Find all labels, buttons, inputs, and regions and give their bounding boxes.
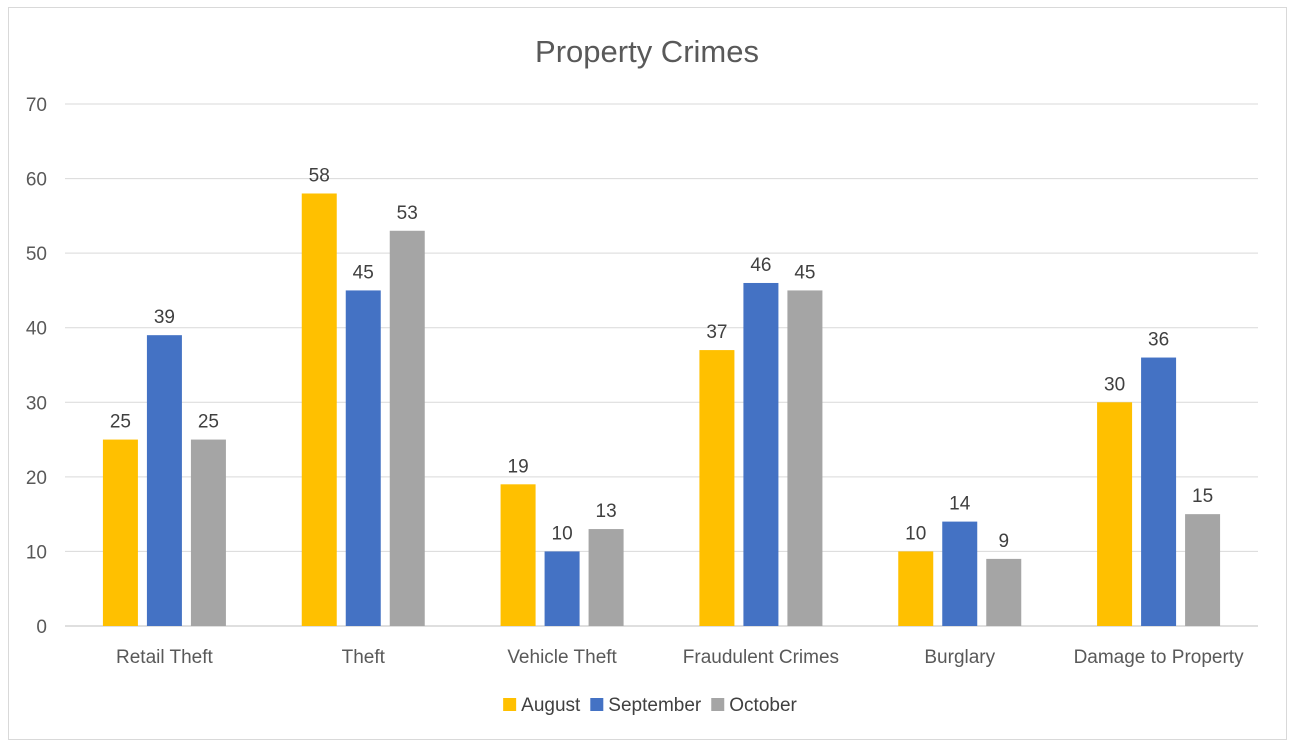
legend-swatch bbox=[503, 698, 517, 711]
data-labels: 25 39 25 58 45 53 19 10 13 37 46 45 10 14 9 30 36 15 bbox=[110, 165, 1213, 551]
bar-october bbox=[787, 290, 823, 626]
y-tick-label: 50 bbox=[26, 244, 47, 265]
legend-label: October bbox=[729, 695, 797, 716]
bar-october bbox=[588, 529, 624, 626]
x-category-label: Fraudulent Crimes bbox=[683, 647, 839, 668]
bar-september bbox=[942, 521, 978, 626]
gridlines bbox=[65, 103, 1258, 627]
legend-item-october: October bbox=[711, 695, 798, 716]
y-tick-label: 30 bbox=[26, 393, 47, 414]
legend-label: August bbox=[521, 695, 581, 716]
legend-item-september: September bbox=[590, 695, 702, 716]
data-label: 9 bbox=[998, 531, 1009, 552]
x-category-label: Burglary bbox=[924, 647, 995, 668]
data-label: 45 bbox=[794, 262, 815, 283]
bar-september bbox=[743, 282, 779, 626]
data-label: 39 bbox=[154, 307, 175, 328]
bars bbox=[102, 193, 1221, 626]
y-tick-label: 60 bbox=[26, 170, 47, 191]
data-label: 13 bbox=[596, 501, 617, 522]
bar-august bbox=[102, 439, 138, 626]
y-axis-ticks: 0 10 20 30 40 50 60 70 bbox=[26, 95, 47, 638]
bar-october bbox=[986, 558, 1022, 626]
y-tick-label: 70 bbox=[26, 95, 47, 116]
bar-september bbox=[146, 335, 182, 626]
chart-title: Property Crimes bbox=[535, 34, 759, 69]
y-tick-label: 20 bbox=[26, 468, 47, 489]
y-tick-label: 10 bbox=[26, 542, 47, 563]
data-label: 25 bbox=[198, 412, 219, 433]
bar-september bbox=[544, 551, 580, 626]
bar-october bbox=[1185, 514, 1221, 626]
x-category-label: Retail Theft bbox=[116, 647, 214, 668]
x-axis-categories: Retail Theft Theft Vehicle Theft Fraudulent… bbox=[116, 647, 1244, 668]
data-label: 10 bbox=[552, 523, 573, 544]
data-label: 58 bbox=[309, 165, 330, 186]
data-label: 14 bbox=[949, 494, 971, 515]
bar-august bbox=[1097, 402, 1133, 626]
x-category-label: Theft bbox=[342, 647, 386, 668]
legend-swatch bbox=[711, 698, 725, 711]
x-category-label: Damage to Property bbox=[1074, 647, 1245, 668]
bar-august bbox=[301, 193, 337, 626]
bar-october bbox=[190, 439, 226, 626]
bar-august bbox=[898, 551, 934, 626]
bar-september bbox=[345, 290, 381, 626]
bar-august bbox=[500, 484, 536, 626]
data-label: 15 bbox=[1192, 486, 1213, 507]
legend-item-august: August bbox=[503, 695, 581, 716]
data-label: 19 bbox=[508, 456, 529, 477]
data-label: 37 bbox=[706, 322, 727, 343]
y-tick-label: 40 bbox=[26, 319, 47, 340]
data-label: 45 bbox=[353, 262, 374, 283]
legend-label: September bbox=[608, 695, 702, 716]
data-label: 30 bbox=[1104, 374, 1125, 395]
data-label: 46 bbox=[750, 255, 771, 276]
bar-october bbox=[389, 230, 425, 626]
data-label: 25 bbox=[110, 412, 131, 433]
bar-august bbox=[699, 350, 735, 626]
data-label: 10 bbox=[905, 523, 926, 544]
legend-swatch bbox=[590, 698, 604, 711]
data-label: 53 bbox=[397, 203, 418, 224]
legend: August September October bbox=[503, 695, 798, 716]
bar-september bbox=[1141, 357, 1177, 626]
x-category-label: Vehicle Theft bbox=[507, 647, 617, 668]
data-label: 36 bbox=[1148, 330, 1169, 351]
y-tick-label: 0 bbox=[36, 617, 47, 638]
